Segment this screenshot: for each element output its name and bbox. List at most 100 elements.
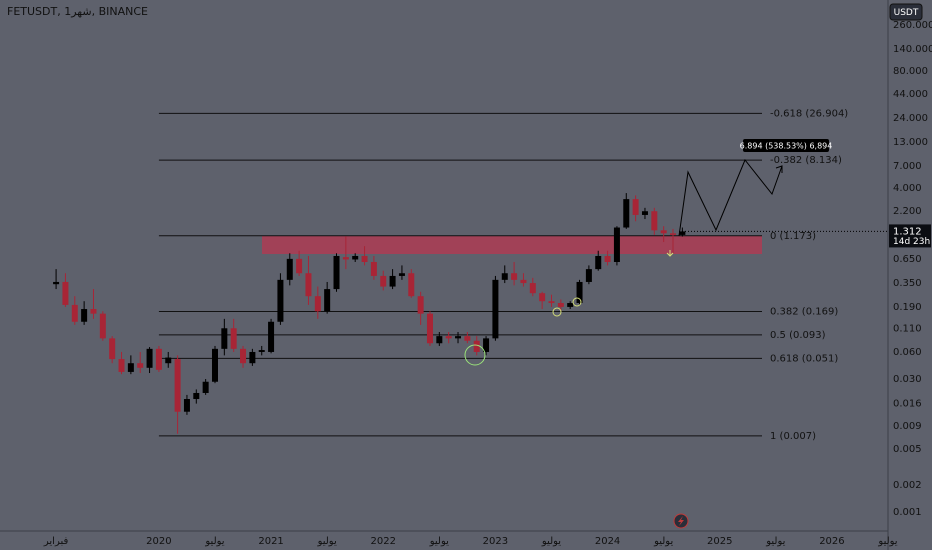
candle-body bbox=[380, 275, 387, 287]
fib-label: -0.618 (26.904) bbox=[770, 108, 848, 119]
y-tick-label: 0.110 bbox=[893, 323, 922, 334]
candle-body bbox=[501, 273, 508, 280]
circle-marker bbox=[552, 307, 562, 317]
candle-body bbox=[361, 255, 368, 262]
candle-body bbox=[483, 338, 490, 352]
y-tick-label: 44.000 bbox=[893, 89, 928, 100]
candle-body bbox=[473, 340, 480, 352]
candle-body bbox=[99, 313, 106, 339]
candle-body bbox=[183, 399, 190, 412]
x-tick-label: يوليو bbox=[541, 536, 561, 547]
candle-body bbox=[137, 363, 144, 368]
candle-body bbox=[62, 281, 69, 305]
candle-body bbox=[426, 313, 433, 344]
y-tick-label: 0.005 bbox=[893, 444, 922, 455]
candle-body bbox=[71, 304, 78, 322]
last-price-box bbox=[889, 224, 931, 248]
y-tick-label: 13.000 bbox=[893, 137, 928, 148]
candle-body bbox=[408, 273, 415, 297]
candle-body bbox=[333, 255, 340, 290]
chart-title: FETUSDT, 1شهر, BINANCE bbox=[7, 5, 148, 18]
candle-body bbox=[511, 273, 518, 280]
x-tick-label: يوليو bbox=[653, 536, 673, 547]
candle-body bbox=[240, 348, 247, 364]
y-tick-label: 0.650 bbox=[893, 254, 922, 265]
candle-body bbox=[604, 255, 611, 262]
currency-label[interactable]: USDT bbox=[894, 8, 919, 18]
resistance-zone bbox=[262, 236, 762, 254]
fib-label: 0.5 (0.093) bbox=[770, 330, 826, 341]
y-tick-label: 0.190 bbox=[893, 302, 922, 313]
candle-body bbox=[632, 199, 639, 215]
candle-body bbox=[305, 273, 312, 297]
last-price-label: 1.312 bbox=[893, 226, 922, 237]
candle-body bbox=[389, 275, 396, 287]
y-tick-label: 0.016 bbox=[893, 399, 922, 410]
fib-label: 1 (0.007) bbox=[770, 431, 816, 442]
candle-body bbox=[118, 359, 125, 372]
candle-body bbox=[211, 348, 218, 382]
candle-body bbox=[613, 227, 620, 262]
x-tick-label: يوليو bbox=[877, 536, 897, 547]
candle-body bbox=[81, 309, 88, 322]
fib-label: -0.382 (8.134) bbox=[770, 155, 842, 166]
y-tick-label: 0.060 bbox=[893, 347, 922, 358]
candle-body bbox=[314, 296, 321, 312]
candle-body bbox=[679, 231, 686, 235]
x-tick-label: يوليو bbox=[317, 536, 337, 547]
candle-body bbox=[520, 279, 527, 284]
candle-body bbox=[165, 357, 172, 364]
candle-body bbox=[623, 199, 630, 228]
y-tick-label: 260.000 bbox=[893, 20, 932, 31]
x-tick-label: 2024 bbox=[595, 536, 620, 547]
y-tick-label: 4.000 bbox=[893, 183, 922, 194]
x-tick-label: 2025 bbox=[707, 536, 732, 547]
y-tick-label: 140.000 bbox=[893, 44, 932, 55]
candle-body bbox=[352, 255, 359, 260]
candle-body bbox=[576, 281, 583, 304]
y-tick-label: 0.009 bbox=[893, 421, 922, 432]
x-tick-label: 2022 bbox=[371, 536, 396, 547]
candle-body bbox=[641, 211, 648, 215]
candle-body bbox=[277, 279, 284, 322]
candle-body bbox=[193, 392, 200, 400]
candle-body bbox=[529, 283, 536, 294]
x-tick-label: 2026 bbox=[819, 536, 844, 547]
candle-body bbox=[202, 381, 209, 393]
x-tick-label: يوليو bbox=[765, 536, 785, 547]
candle-body bbox=[539, 293, 546, 302]
candle-body bbox=[155, 348, 162, 370]
candle-body bbox=[53, 281, 60, 285]
candle-body bbox=[670, 233, 677, 235]
lightning bbox=[678, 516, 684, 526]
candle-body bbox=[651, 211, 658, 231]
arrow-marker bbox=[666, 250, 674, 257]
candle-body bbox=[90, 309, 97, 314]
currency-button[interactable] bbox=[889, 3, 923, 21]
candle-body bbox=[249, 351, 256, 364]
y-tick-label: 80.000 bbox=[893, 66, 928, 77]
candle-body bbox=[492, 279, 499, 339]
candle-body bbox=[548, 301, 555, 304]
candle-body bbox=[445, 336, 452, 339]
y-tick-label: 0.002 bbox=[893, 480, 922, 491]
y-tick-label: 0.030 bbox=[893, 374, 922, 385]
candle-body bbox=[127, 363, 134, 372]
candle-body bbox=[258, 350, 265, 352]
y-tick-label: 0.001 bbox=[893, 507, 922, 518]
candle-body bbox=[436, 336, 443, 344]
candle-body bbox=[324, 289, 331, 312]
x-tick-label: يوليو bbox=[204, 536, 224, 547]
candle-body bbox=[342, 257, 349, 260]
candle-body bbox=[585, 269, 592, 282]
circle-marker bbox=[464, 344, 486, 366]
circle-marker bbox=[572, 297, 582, 307]
countdown-label: 14d 23h bbox=[893, 237, 930, 247]
fib-label: 0 (1.173) bbox=[770, 231, 816, 242]
fib-label: 0.618 (0.051) bbox=[770, 353, 838, 364]
annotation: 6.894 (538.53%) 6,894 bbox=[740, 142, 833, 151]
candle-body bbox=[296, 258, 303, 274]
x-tick-label: فبراير bbox=[43, 536, 69, 547]
candle-body bbox=[146, 348, 153, 368]
